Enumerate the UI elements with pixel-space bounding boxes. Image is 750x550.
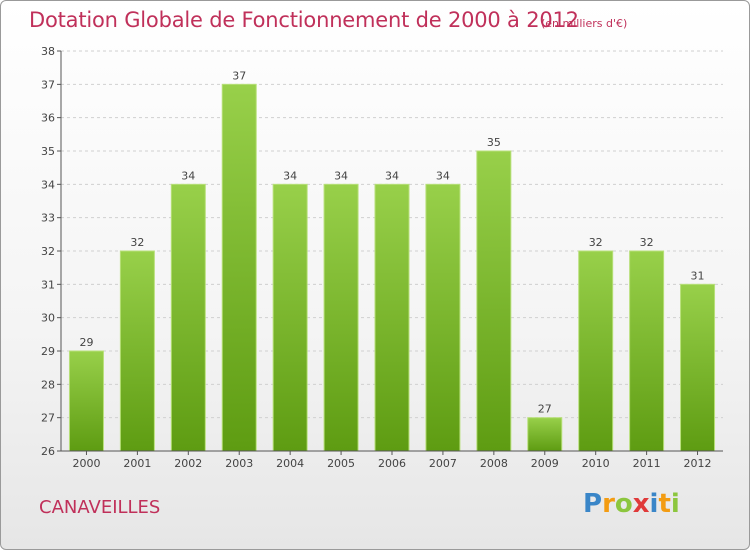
logo-letter: P [583, 489, 603, 519]
bar-value-label: 31 [691, 269, 705, 282]
bar [374, 183, 410, 452]
bar-value-label: 35 [487, 136, 501, 149]
bar [578, 250, 614, 452]
x-tick-label: 2003 [225, 457, 253, 470]
x-tick-label: 2012 [684, 457, 712, 470]
y-tick-label: 38 [41, 45, 55, 58]
logo-letter: i [670, 489, 680, 519]
x-tick-label: 2001 [123, 457, 151, 470]
chart-unit: (en milliers d'€) [541, 17, 628, 30]
bar-value-label: 29 [79, 336, 93, 349]
bar [119, 250, 155, 452]
bar-value-label: 34 [181, 169, 195, 182]
bar [221, 83, 257, 452]
bar [680, 283, 716, 452]
y-tick-label: 30 [41, 312, 55, 325]
x-tick-label: 2007 [429, 457, 457, 470]
y-tick-label: 31 [41, 278, 55, 291]
y-tick-label: 29 [41, 345, 55, 358]
bar-value-label: 34 [283, 169, 297, 182]
bar [629, 250, 665, 452]
x-tick-label: 2010 [582, 457, 610, 470]
axis-layer: 26 27 28 29 30 31 32 33 34 35 36 37 38 2000 2001 2002 20… [41, 45, 723, 470]
y-tick-label: 37 [41, 78, 55, 91]
bar [68, 350, 104, 452]
bar-value-label: 37 [232, 69, 246, 82]
commune-name: CANAVEILLES [39, 497, 161, 518]
y-tick-label: 35 [41, 145, 55, 158]
bar [425, 183, 461, 452]
x-tick-label: 2009 [531, 457, 559, 470]
x-tick-label: 2008 [480, 457, 508, 470]
logo-letter: x [632, 489, 650, 519]
y-tick-label: 33 [41, 212, 55, 225]
y-tick-label: 34 [41, 178, 55, 191]
x-tick-label: 2006 [378, 457, 406, 470]
logo-letter: r [602, 489, 615, 519]
x-tick-label: 2005 [327, 457, 355, 470]
bar-value-label: 34 [436, 169, 450, 182]
bar-value-label: 34 [334, 169, 348, 182]
bar-value-label: 27 [538, 403, 552, 416]
x-tick-label: 2000 [72, 457, 100, 470]
bar-value-label: 32 [589, 236, 603, 249]
bar [170, 183, 206, 452]
logo-letter: t [658, 489, 671, 519]
y-tick-label: 32 [41, 245, 55, 258]
bar [272, 183, 308, 452]
chart-title: Dotation Globale de Fonctionnement de 20… [29, 8, 579, 32]
bar [527, 417, 563, 452]
bar-value-label: 34 [385, 169, 399, 182]
logo-letter: o [614, 489, 633, 519]
x-tick-label: 2004 [276, 457, 304, 470]
bar-value-label: 32 [130, 236, 144, 249]
logo-letter: i [649, 489, 659, 519]
bar [323, 183, 359, 452]
proxiti-logo: Proxiti [583, 489, 680, 519]
y-tick-label: 28 [41, 378, 55, 391]
bar [476, 150, 512, 452]
x-tick-label: 2011 [633, 457, 661, 470]
y-tick-label: 26 [41, 445, 55, 458]
y-tick-label: 27 [41, 412, 55, 425]
y-tick-label: 36 [41, 112, 55, 125]
x-tick-label: 2002 [174, 457, 202, 470]
bar-value-label: 32 [640, 236, 654, 249]
bar-layer: 29 32 34 37 34 34 34 34 35 27 32 32 31 [68, 69, 716, 452]
